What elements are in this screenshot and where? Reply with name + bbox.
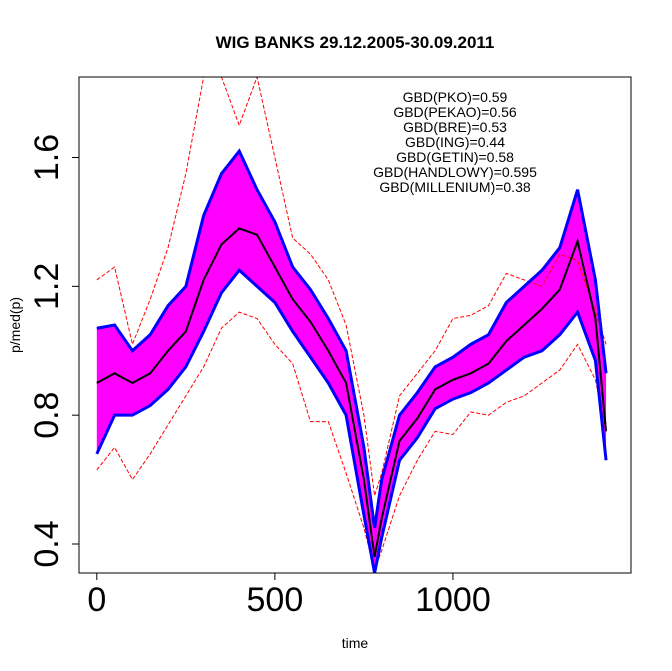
gbd-annotation: GBD(HANDLOWY)=0.595 [373,164,537,180]
gbd-annotation: GBD(GETIN)=0.58 [396,149,514,165]
gbd-annotation: GBD(ING)=0.44 [405,134,505,150]
y-axis: 0.4 0.8 1.2 1.6 [28,134,80,568]
x-axis-label: time [342,635,369,651]
median-line [96,227,608,558]
gbd-annotation: GBD(PEKAO)=0.56 [393,104,517,120]
gbd-annotation: GBD(PKO)=0.59 [403,89,508,105]
y-tick-label: 0.8 [28,392,66,439]
y-tick-label: 1.6 [28,134,66,181]
chart-title: WIG BANKS 29.12.2005-30.09.2011 [216,33,495,52]
band-upper-line [96,148,608,529]
extreme-lower-line [96,311,607,572]
y-tick-label: 1.2 [28,263,66,310]
y-tick-label: 0.4 [28,520,66,567]
x-tick-label: 500 [247,581,304,619]
y-axis-label: p/med(p) [7,297,23,353]
legend: GBD(PKO)=0.59GBD(PEKAO)=0.56GBD(BRE)=0.5… [373,89,537,195]
x-tick-label: 1000 [415,581,491,619]
band-lower-line [95,268,608,573]
extreme-upper-line [96,77,607,496]
gbd-annotation: GBD(MILLENIUM)=0.38 [379,179,531,195]
plot-data [95,77,608,573]
band-fill [96,151,607,573]
x-tick-label: 0 [87,581,106,619]
x-axis: 0 500 1000 [87,572,491,619]
gbd-annotation: GBD(BRE)=0.53 [403,119,507,135]
